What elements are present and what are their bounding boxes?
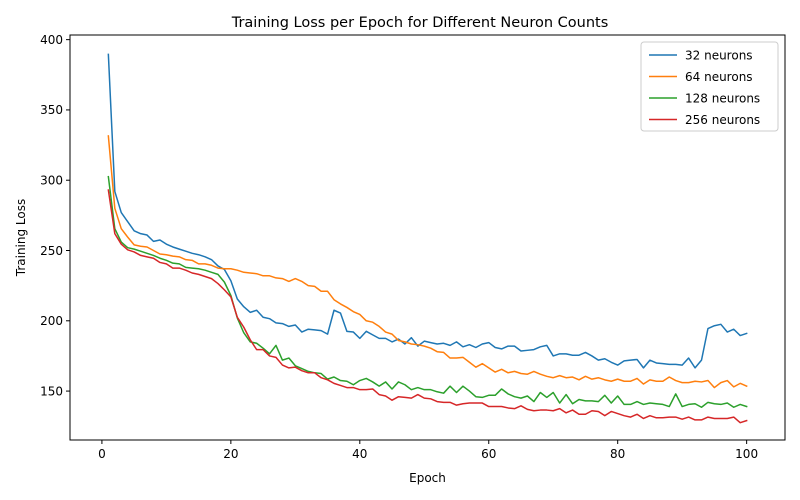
x-tick-label: 60	[481, 447, 496, 461]
x-tick-label: 80	[610, 447, 625, 461]
series-layer	[107, 53, 748, 424]
y-tick-label: 200	[40, 314, 63, 328]
series-line-64-neurons	[107, 135, 748, 389]
series-line-256-neurons	[107, 189, 748, 424]
chart-title: Training Loss per Epoch for Different Ne…	[231, 15, 609, 31]
legend-label: 64 neurons	[685, 70, 753, 84]
x-axis: 0 20 40 60 80 100	[98, 440, 758, 461]
y-tick-label: 300	[40, 174, 63, 188]
legend-label: 128 neurons	[685, 91, 760, 105]
x-axis-label: Epoch	[409, 471, 446, 485]
legend-label: 32 neurons	[685, 48, 753, 62]
legend-label: 256 neurons	[685, 113, 760, 127]
y-tick-label: 350	[40, 103, 63, 117]
x-tick-label: 100	[735, 447, 758, 461]
x-tick-label: 20	[223, 447, 238, 461]
y-tick-label: 250	[40, 244, 63, 258]
y-tick-label: 400	[40, 33, 63, 47]
y-axis-label: Training Loss	[14, 199, 28, 277]
legend-box	[640, 41, 779, 132]
y-axis: 150 200 250 300 350 400	[40, 33, 70, 398]
y-tick-label: 150	[40, 384, 63, 398]
series-line-128-neurons	[107, 175, 748, 408]
series-line-32-neurons	[107, 53, 748, 369]
x-tick-label: 40	[352, 447, 367, 461]
legend: 32 neurons 64 neurons 128 neurons 256 neuro…	[640, 41, 779, 132]
plot-frame	[69, 34, 786, 441]
x-tick-label: 0	[98, 447, 106, 461]
